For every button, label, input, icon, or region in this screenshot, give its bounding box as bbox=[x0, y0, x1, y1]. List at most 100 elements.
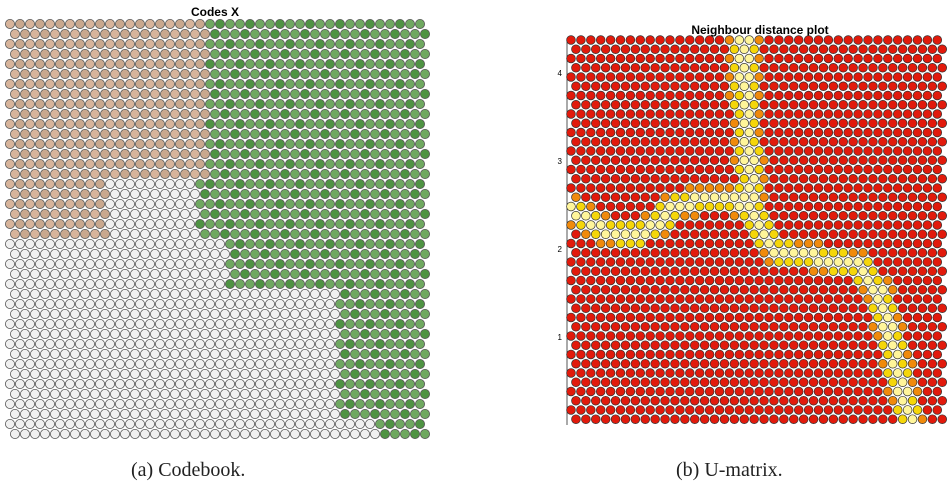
codebook-cell bbox=[75, 138, 86, 149]
umatrix-cell bbox=[813, 331, 824, 341]
codebook-cell bbox=[209, 288, 220, 299]
codebook-cell bbox=[134, 39, 145, 50]
codebook-cell bbox=[309, 328, 320, 339]
umatrix-cell bbox=[576, 331, 586, 341]
umatrix-cell bbox=[902, 35, 913, 45]
codebook-cell bbox=[139, 328, 150, 339]
umatrix-cell bbox=[843, 238, 853, 249]
umatrix-cell bbox=[907, 173, 918, 184]
codebook-cell bbox=[234, 398, 245, 409]
umatrix-cell bbox=[828, 62, 839, 73]
codebook-cell bbox=[24, 218, 35, 229]
codebook-cell bbox=[90, 388, 101, 399]
umatrix-cell bbox=[635, 201, 646, 212]
codebook-cell bbox=[159, 388, 170, 399]
umatrix-cell bbox=[803, 146, 814, 156]
codebook-cell bbox=[90, 408, 101, 419]
codebook-cell bbox=[369, 208, 380, 219]
codebook-cell bbox=[379, 69, 390, 80]
codebook-cell bbox=[164, 238, 175, 249]
codebook-cell bbox=[274, 418, 285, 429]
codebook-cell bbox=[274, 278, 285, 289]
codebook-cell bbox=[24, 39, 35, 50]
umatrix-cell bbox=[645, 349, 655, 360]
umatrix-cell bbox=[704, 349, 715, 360]
umatrix-cell bbox=[595, 183, 606, 193]
codebook-cell bbox=[29, 89, 40, 100]
codebook-cell bbox=[85, 298, 96, 309]
umatrix-cell bbox=[704, 109, 715, 119]
umatrix-cell bbox=[853, 220, 863, 230]
umatrix-cell bbox=[576, 294, 586, 304]
codebook-cell bbox=[134, 238, 145, 249]
umatrix-cell bbox=[665, 201, 675, 212]
codebook-cell bbox=[189, 308, 200, 319]
umatrix-cell bbox=[625, 257, 636, 267]
codebook-cell bbox=[105, 198, 116, 209]
codebook-cell bbox=[184, 258, 195, 269]
codebook-cell bbox=[319, 168, 330, 179]
umatrix-cell bbox=[680, 284, 690, 295]
codebook-cell bbox=[394, 158, 405, 169]
codebook-cell bbox=[95, 418, 106, 429]
codebook-cell bbox=[239, 368, 250, 379]
umatrix-cell bbox=[734, 294, 745, 304]
codebook-cell bbox=[359, 228, 370, 239]
codebook-cell bbox=[115, 258, 126, 269]
codebook-cell bbox=[75, 218, 86, 229]
umatrix-cell bbox=[843, 183, 853, 193]
umatrix-cell bbox=[586, 312, 596, 323]
codebook-cell bbox=[184, 278, 195, 289]
codebook-cell bbox=[349, 428, 360, 439]
codebook-cell bbox=[324, 99, 335, 110]
codebook-cell bbox=[239, 308, 250, 319]
codebook-cell bbox=[319, 428, 330, 439]
umatrix-cell bbox=[813, 90, 824, 101]
umatrix-cell bbox=[650, 44, 660, 54]
codebook-cell bbox=[369, 368, 380, 379]
codebook-cell bbox=[45, 338, 56, 349]
codebook-cell bbox=[289, 208, 300, 219]
umatrix-cell bbox=[704, 331, 715, 341]
umatrix-cell bbox=[868, 81, 878, 91]
codebook-cell bbox=[329, 388, 340, 399]
codebook-cell bbox=[269, 328, 280, 339]
codebook-cell bbox=[85, 358, 96, 369]
codebook-cell bbox=[154, 218, 165, 229]
umatrix-cell bbox=[883, 368, 893, 378]
codebook-cell bbox=[199, 89, 210, 100]
codebook-cell bbox=[189, 228, 200, 239]
umatrix-cell bbox=[912, 238, 923, 249]
umatrix-cell bbox=[774, 220, 784, 230]
umatrix-cell bbox=[610, 62, 621, 73]
codebook-cell bbox=[159, 288, 170, 299]
codebook-cell bbox=[154, 18, 165, 29]
codebook-cell bbox=[384, 358, 395, 369]
codebook-cell bbox=[249, 109, 260, 120]
umatrix-cell bbox=[640, 192, 650, 202]
codebook-cell bbox=[409, 428, 420, 439]
umatrix-cell bbox=[833, 275, 844, 286]
umatrix-cell bbox=[566, 275, 576, 286]
umatrix-cell bbox=[685, 386, 695, 397]
codebook-cell bbox=[324, 258, 335, 269]
codebook-cell bbox=[125, 178, 136, 189]
codebook-cell bbox=[80, 388, 91, 399]
umatrix-cell bbox=[571, 173, 581, 184]
umatrix-cell bbox=[749, 395, 759, 406]
codebook-cell bbox=[9, 188, 20, 199]
codebook-cell bbox=[239, 89, 250, 100]
umatrix-cell bbox=[823, 238, 834, 249]
codebook-cell bbox=[374, 258, 385, 269]
umatrix-cell bbox=[838, 321, 849, 332]
umatrix-cell bbox=[922, 220, 933, 230]
codebook-cell bbox=[154, 198, 165, 209]
umatrix-cell bbox=[863, 146, 873, 156]
umatrix-cell bbox=[650, 358, 660, 369]
codebook-cell bbox=[129, 388, 140, 399]
codebook-cell bbox=[404, 39, 415, 50]
umatrix-cell bbox=[764, 164, 774, 175]
codebook-cell bbox=[229, 49, 240, 60]
codebook-cell bbox=[239, 28, 250, 39]
